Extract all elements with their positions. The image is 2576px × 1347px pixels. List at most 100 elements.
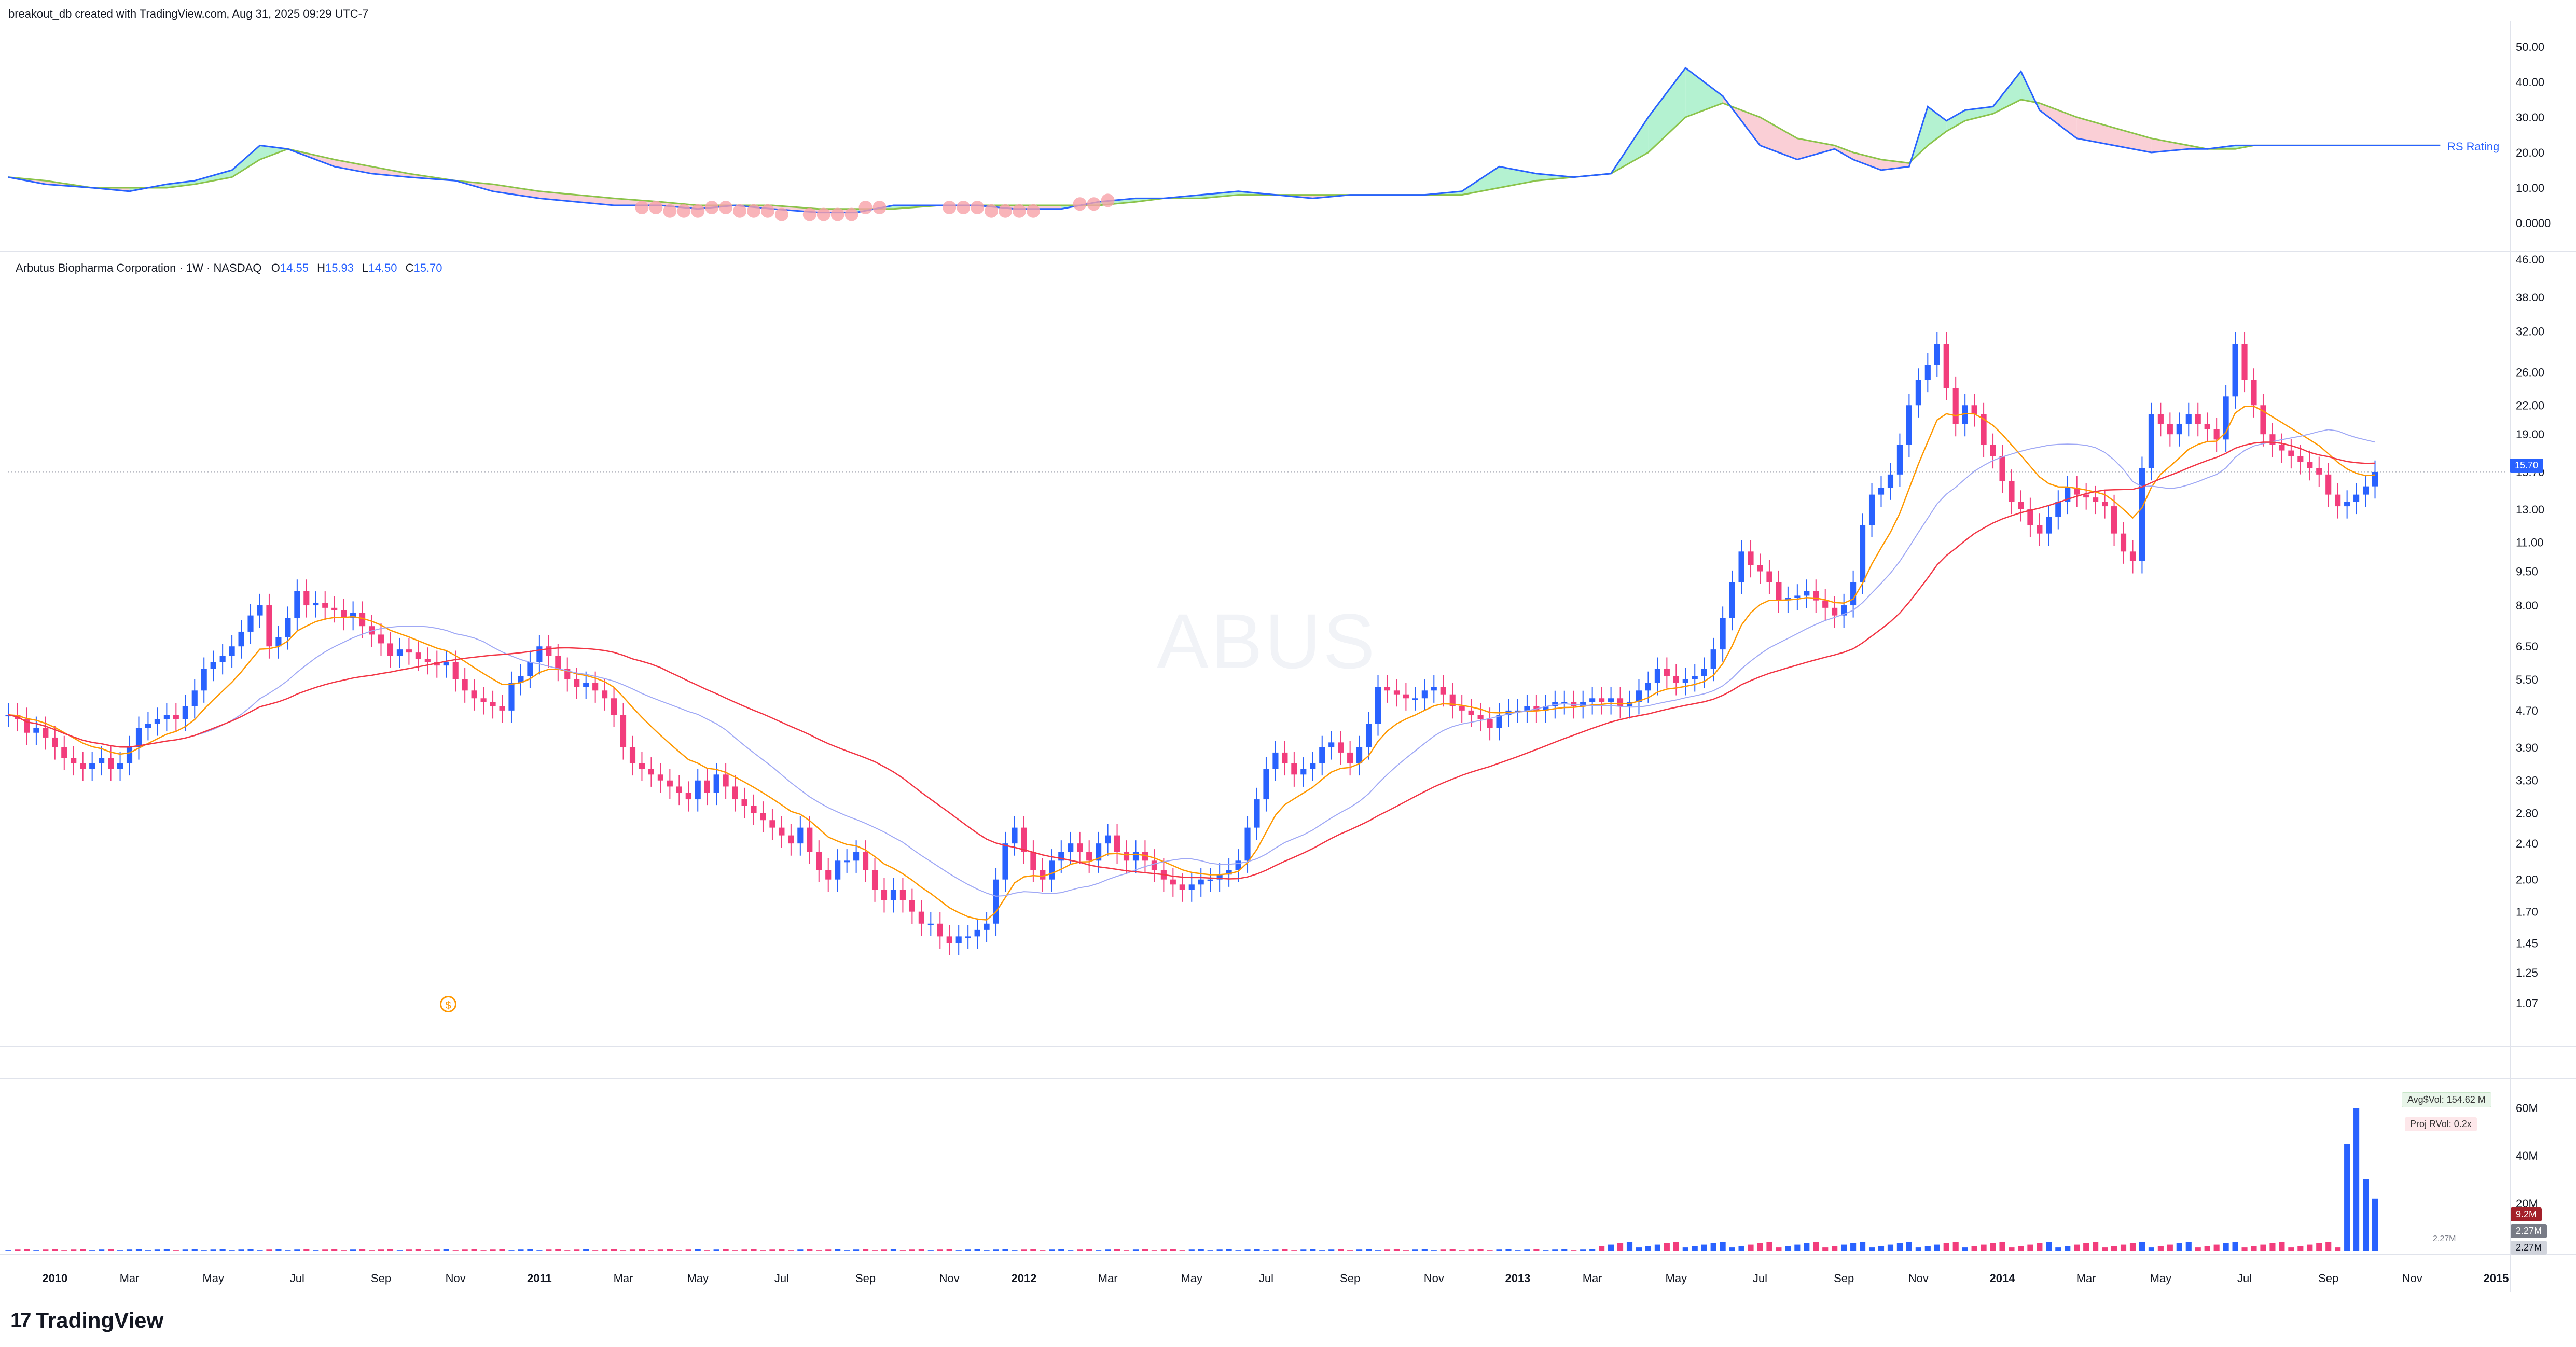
candle	[2353, 483, 2360, 515]
volume-bar	[1878, 1246, 1885, 1251]
time-tick-label: 2015	[2484, 1272, 2509, 1285]
candle	[1347, 741, 1353, 776]
time-tick-label: May	[687, 1272, 709, 1285]
volume-bar	[1002, 1249, 1008, 1251]
volume-bar	[1943, 1243, 1949, 1251]
candle-body	[24, 719, 30, 733]
symbol-legend[interactable]: Arbutus Biopharma Corporation · 1W · NAS…	[16, 261, 448, 275]
candle-body	[1012, 827, 1018, 844]
candle	[285, 606, 291, 650]
volume-bar	[424, 1250, 431, 1251]
volume-bar	[1850, 1243, 1857, 1251]
volume-bar	[285, 1250, 291, 1251]
volume-bar	[2316, 1243, 2322, 1251]
time-tick-label: 2011	[527, 1272, 552, 1285]
candle	[1459, 695, 1465, 723]
candle-body	[1188, 884, 1195, 890]
rs-weak-dot	[943, 201, 957, 214]
candle	[1766, 560, 1772, 594]
candle	[704, 769, 710, 806]
volume-bar	[1580, 1249, 1586, 1251]
volume-bar	[937, 1249, 943, 1251]
volume-bar	[2157, 1246, 2164, 1251]
candle-body	[415, 652, 421, 659]
candle-body	[1934, 343, 1940, 365]
volume-bar	[2297, 1246, 2304, 1251]
candle-body	[2279, 445, 2285, 451]
volume-bar	[2120, 1244, 2127, 1251]
rs-fill-segment	[1946, 110, 1965, 132]
volume-bar	[1170, 1249, 1176, 1251]
candle-body	[1096, 843, 1102, 861]
candle-body	[182, 706, 188, 719]
candle-body	[1860, 525, 1866, 582]
candle	[1608, 687, 1614, 715]
candle	[43, 716, 49, 750]
rs-weak-dot	[635, 201, 649, 214]
avg-vol-badge: Avg$Vol: 154.62 M	[2402, 1092, 2491, 1107]
candle-body	[396, 649, 403, 656]
time-tick-label: Mar	[120, 1272, 140, 1285]
candle-body	[285, 618, 291, 638]
volume-bar	[24, 1249, 30, 1251]
volume-bar	[2065, 1246, 2071, 1251]
candle-body	[294, 591, 300, 618]
last-price-badge: 15.70	[2510, 459, 2544, 473]
volume-bar	[2353, 1108, 2360, 1251]
tradingview-brand[interactable]: 17 TradingView	[10, 1308, 163, 1333]
rs-weak-dot	[872, 201, 887, 214]
volume-bar	[266, 1249, 272, 1251]
rs-fill-segment	[232, 145, 260, 177]
candle-body	[210, 662, 216, 669]
rs-weak-dot	[802, 207, 816, 221]
candle-body	[1645, 683, 1652, 691]
candle	[648, 757, 654, 787]
candle	[741, 787, 747, 818]
candle	[1272, 741, 1279, 781]
candle	[862, 840, 869, 882]
volume-bar	[899, 1250, 906, 1251]
price-tick-label: 19.00	[2516, 428, 2544, 441]
candle	[1887, 463, 1894, 500]
rs-tick-label: 0.0000	[2516, 217, 2551, 230]
candle-body	[732, 786, 738, 800]
candle	[965, 925, 971, 949]
volume-bar	[1123, 1250, 1130, 1251]
candle	[993, 868, 999, 936]
volume-bar	[2251, 1246, 2257, 1251]
volume-bar	[1310, 1249, 1316, 1251]
candle-body	[490, 702, 496, 706]
volume-bar	[5, 1250, 11, 1251]
rs-fill-segment	[1928, 106, 1947, 146]
volume-bar	[1235, 1250, 1241, 1251]
candle	[257, 593, 263, 628]
candle-body	[1599, 698, 1605, 702]
candle	[2083, 483, 2089, 510]
volume-bar	[946, 1249, 952, 1251]
volume-bar	[1589, 1249, 1596, 1251]
price-tick-label: 38.00	[2516, 291, 2544, 304]
rs-fill-segment	[614, 198, 661, 205]
candle-body	[1412, 698, 1418, 700]
volume-bar	[499, 1249, 505, 1251]
candle-body	[918, 911, 924, 924]
candle	[955, 925, 962, 955]
price-tick-label: 3.90	[2516, 741, 2538, 754]
volume-bar	[2213, 1244, 2220, 1251]
candle-body	[1282, 752, 1288, 763]
candle-body	[126, 747, 133, 763]
close-value: 15.70	[413, 261, 442, 274]
candle	[2325, 463, 2332, 507]
volume-bar	[1999, 1242, 2005, 1251]
candle-body	[1216, 874, 1223, 880]
candle-body	[1868, 494, 1875, 525]
candle-body	[1952, 388, 1959, 424]
rs-weak-dot	[957, 201, 971, 214]
dividend-icon[interactable]: $	[440, 996, 456, 1012]
symbol-title: Arbutus Biopharma Corporation · 1W · NAS…	[16, 261, 262, 274]
candle	[844, 849, 850, 873]
price-tick-label: 5.50	[2516, 673, 2538, 686]
volume-bar	[1701, 1244, 1707, 1251]
candle-body	[639, 763, 645, 769]
volume-bar	[1300, 1249, 1307, 1251]
